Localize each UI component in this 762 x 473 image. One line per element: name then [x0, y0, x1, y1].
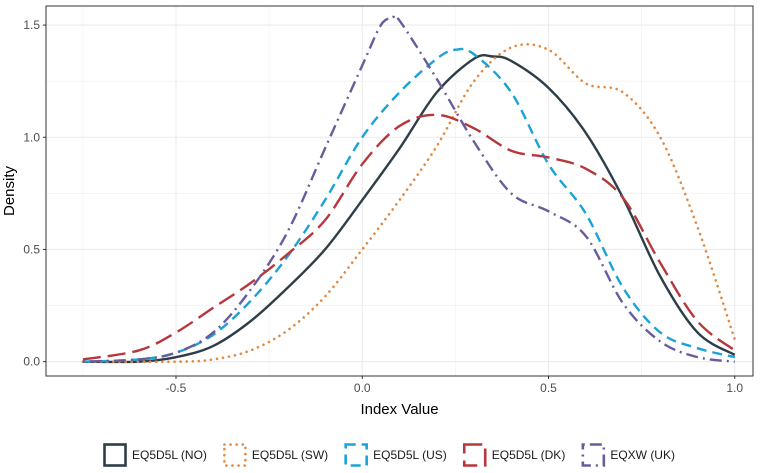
x-axis: -0.5 0.0 0.5 1.0	[166, 376, 743, 395]
x-tick-label: 1.0	[726, 381, 743, 395]
legend-item-eqxw-uk: EQXW (UK)	[581, 443, 675, 467]
y-axis: 0.0 0.5 1.0 1.5	[23, 18, 46, 369]
legend-key-eq5d5l-dk	[462, 443, 487, 467]
legend-key-eqxw-uk	[581, 443, 606, 467]
legend-label: EQXW (UK)	[610, 448, 675, 462]
panel-border	[45, 5, 754, 377]
legend-key-eq5d5l-us	[344, 443, 368, 467]
legend-label: EQ5D5L (SW)	[252, 448, 328, 462]
y-tick-label: 1.5	[23, 18, 40, 32]
legend-item-eq5d5l-us: EQ5D5L (US)	[344, 443, 447, 467]
legend-label: EQ5D5L (US)	[373, 448, 447, 462]
series-line-eq5d5l-dk	[82, 113, 736, 361]
series-line-eq5d5l-us	[82, 47, 736, 363]
y-tick-label: 1.0	[23, 130, 40, 144]
legend-key-eq5d5l-sw	[223, 443, 247, 467]
series-line-eq5d5l-no	[82, 54, 736, 364]
legend-item-eq5d5l-no: EQ5D5L (NO)	[103, 443, 207, 467]
x-tick-label: 0.0	[354, 381, 371, 395]
legend-label: EQ5D5L (NO)	[132, 448, 207, 462]
legend-key-eq5d5l-no	[103, 443, 127, 467]
x-axis-title: Index Value	[360, 401, 438, 418]
y-axis-title: Density	[1, 165, 18, 216]
legend-label: EQ5D5L (DK)	[492, 448, 566, 462]
legend-item-eq5d5l-sw: EQ5D5L (SW)	[223, 443, 328, 467]
grid-minor	[46, 6, 753, 376]
y-tick-label: 0.0	[23, 355, 40, 369]
legend: EQ5D5L (NO) EQ5D5L (SW) EQ5D5L (US) EQ5D5L …	[103, 443, 675, 467]
x-tick-label: 0.5	[540, 381, 557, 395]
legend-item-eq5d5l-dk: EQ5D5L (DK)	[462, 443, 566, 467]
series-layer	[81, 14, 737, 364]
y-tick-label: 0.5	[23, 242, 40, 256]
x-tick-label: -0.5	[166, 381, 187, 395]
